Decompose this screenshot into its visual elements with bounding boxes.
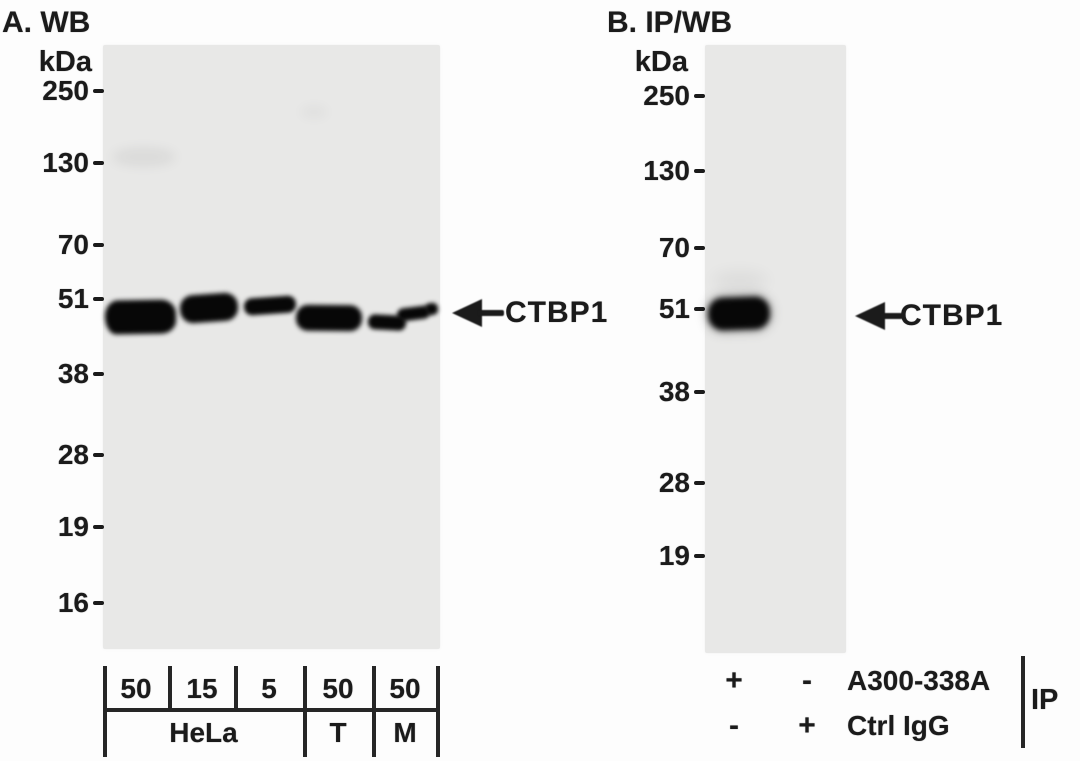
panel-a-kda-label: kDa bbox=[38, 46, 92, 78]
panel-b-kda-label: kDa bbox=[634, 46, 688, 78]
marker-tick bbox=[694, 554, 705, 558]
arrow-tail bbox=[881, 313, 903, 319]
mw-value: 70 bbox=[57, 229, 89, 260]
mw-marker-a-19: 19 bbox=[14, 512, 104, 542]
panel-b-blot-image bbox=[705, 45, 846, 653]
marker-tick bbox=[93, 453, 104, 457]
mw-marker-a-130: 130 bbox=[14, 148, 104, 178]
lane-amount: 50 bbox=[389, 673, 421, 704]
marker-tick bbox=[694, 307, 705, 311]
lane-amount: 15 bbox=[186, 673, 218, 704]
panel-b-band-label: CTBP1 bbox=[900, 299, 1004, 332]
protein-band-lane1 bbox=[104, 299, 177, 335]
mw-value: 38 bbox=[658, 376, 690, 407]
protein-band-lane4 bbox=[295, 304, 363, 332]
mw-value: 250 bbox=[643, 80, 690, 111]
marker-tick bbox=[93, 525, 104, 529]
left-arrow-icon bbox=[855, 302, 885, 330]
marker-tick bbox=[93, 297, 104, 301]
mw-value: 28 bbox=[57, 439, 89, 470]
left-arrow-icon bbox=[452, 299, 482, 327]
mw-value: 38 bbox=[57, 358, 89, 389]
mw-value: 130 bbox=[643, 155, 690, 186]
mw-value: 19 bbox=[658, 540, 690, 571]
panel-a-blot-image bbox=[103, 45, 440, 649]
lane-amount: 5 bbox=[261, 673, 277, 704]
ip-row2-lane2-sign: + bbox=[798, 709, 816, 742]
marker-tick bbox=[93, 243, 104, 247]
protein-band-ip bbox=[707, 295, 771, 332]
lane-amount: 50 bbox=[120, 673, 152, 704]
lane-group-hela: HeLa bbox=[169, 717, 238, 748]
marker-tick bbox=[694, 246, 705, 250]
lane-group-m: M bbox=[393, 717, 417, 748]
mw-marker-b-38: 38 bbox=[616, 377, 705, 407]
marker-tick bbox=[694, 481, 705, 485]
mw-marker-b-130: 130 bbox=[616, 156, 705, 186]
mw-marker-a-28: 28 bbox=[14, 440, 104, 470]
mw-marker-b-28: 28 bbox=[616, 468, 705, 498]
protein-band-lane3 bbox=[243, 295, 297, 316]
ip-bracket-label: IP bbox=[1031, 684, 1059, 716]
marker-tick bbox=[93, 372, 104, 376]
ip-bracket bbox=[1021, 656, 1025, 748]
mw-marker-b-70: 70 bbox=[616, 233, 705, 263]
mw-marker-a-51: 51 bbox=[14, 284, 104, 314]
mw-marker-b-250: 250 bbox=[616, 81, 705, 111]
lane-divider bbox=[234, 666, 238, 711]
panel-a-band-label: CTBP1 bbox=[505, 296, 609, 329]
mw-value: 130 bbox=[42, 147, 89, 178]
panel-b-title: B. IP/WB bbox=[607, 6, 732, 39]
mw-value: 250 bbox=[42, 75, 89, 106]
faint-smudge bbox=[300, 106, 328, 118]
marker-tick bbox=[93, 601, 104, 605]
protein-band-lane2 bbox=[179, 292, 239, 324]
lane-group-t: T bbox=[329, 717, 347, 748]
mw-value: 51 bbox=[658, 293, 690, 324]
mw-marker-b-51: 51 bbox=[616, 294, 705, 324]
mw-marker-b-19: 19 bbox=[616, 541, 705, 571]
ip-control-label: Ctrl IgG bbox=[847, 710, 950, 741]
mw-value: 70 bbox=[658, 232, 690, 263]
panel-a-title: A. WB bbox=[2, 6, 91, 39]
mw-marker-a-70: 70 bbox=[14, 230, 104, 260]
mw-marker-a-250: 250 bbox=[14, 76, 104, 106]
mw-value: 19 bbox=[57, 511, 89, 542]
lane-amount: 50 bbox=[322, 673, 354, 704]
lane-table-rule bbox=[103, 708, 440, 712]
ip-row2-lane1-sign: - bbox=[729, 709, 739, 742]
mw-value: 51 bbox=[57, 283, 89, 314]
ip-row1-lane2-sign: - bbox=[802, 664, 812, 697]
arrow-tail bbox=[478, 310, 504, 316]
mw-marker-a-38: 38 bbox=[14, 359, 104, 389]
marker-tick bbox=[93, 161, 104, 165]
marker-tick bbox=[694, 169, 705, 173]
mw-value: 16 bbox=[57, 587, 89, 618]
mw-value: 28 bbox=[658, 467, 690, 498]
marker-tick bbox=[93, 89, 104, 93]
marker-tick bbox=[694, 390, 705, 394]
lane-divider bbox=[168, 666, 172, 711]
protein-band-lane5-edge bbox=[424, 302, 439, 316]
faint-smudge bbox=[712, 272, 768, 290]
faint-smudge bbox=[112, 148, 176, 166]
mw-marker-a-16: 16 bbox=[14, 588, 104, 618]
ip-row1-lane1-sign: + bbox=[725, 664, 743, 697]
ip-antibody-label: A300-338A bbox=[847, 665, 991, 696]
marker-tick bbox=[694, 94, 705, 98]
